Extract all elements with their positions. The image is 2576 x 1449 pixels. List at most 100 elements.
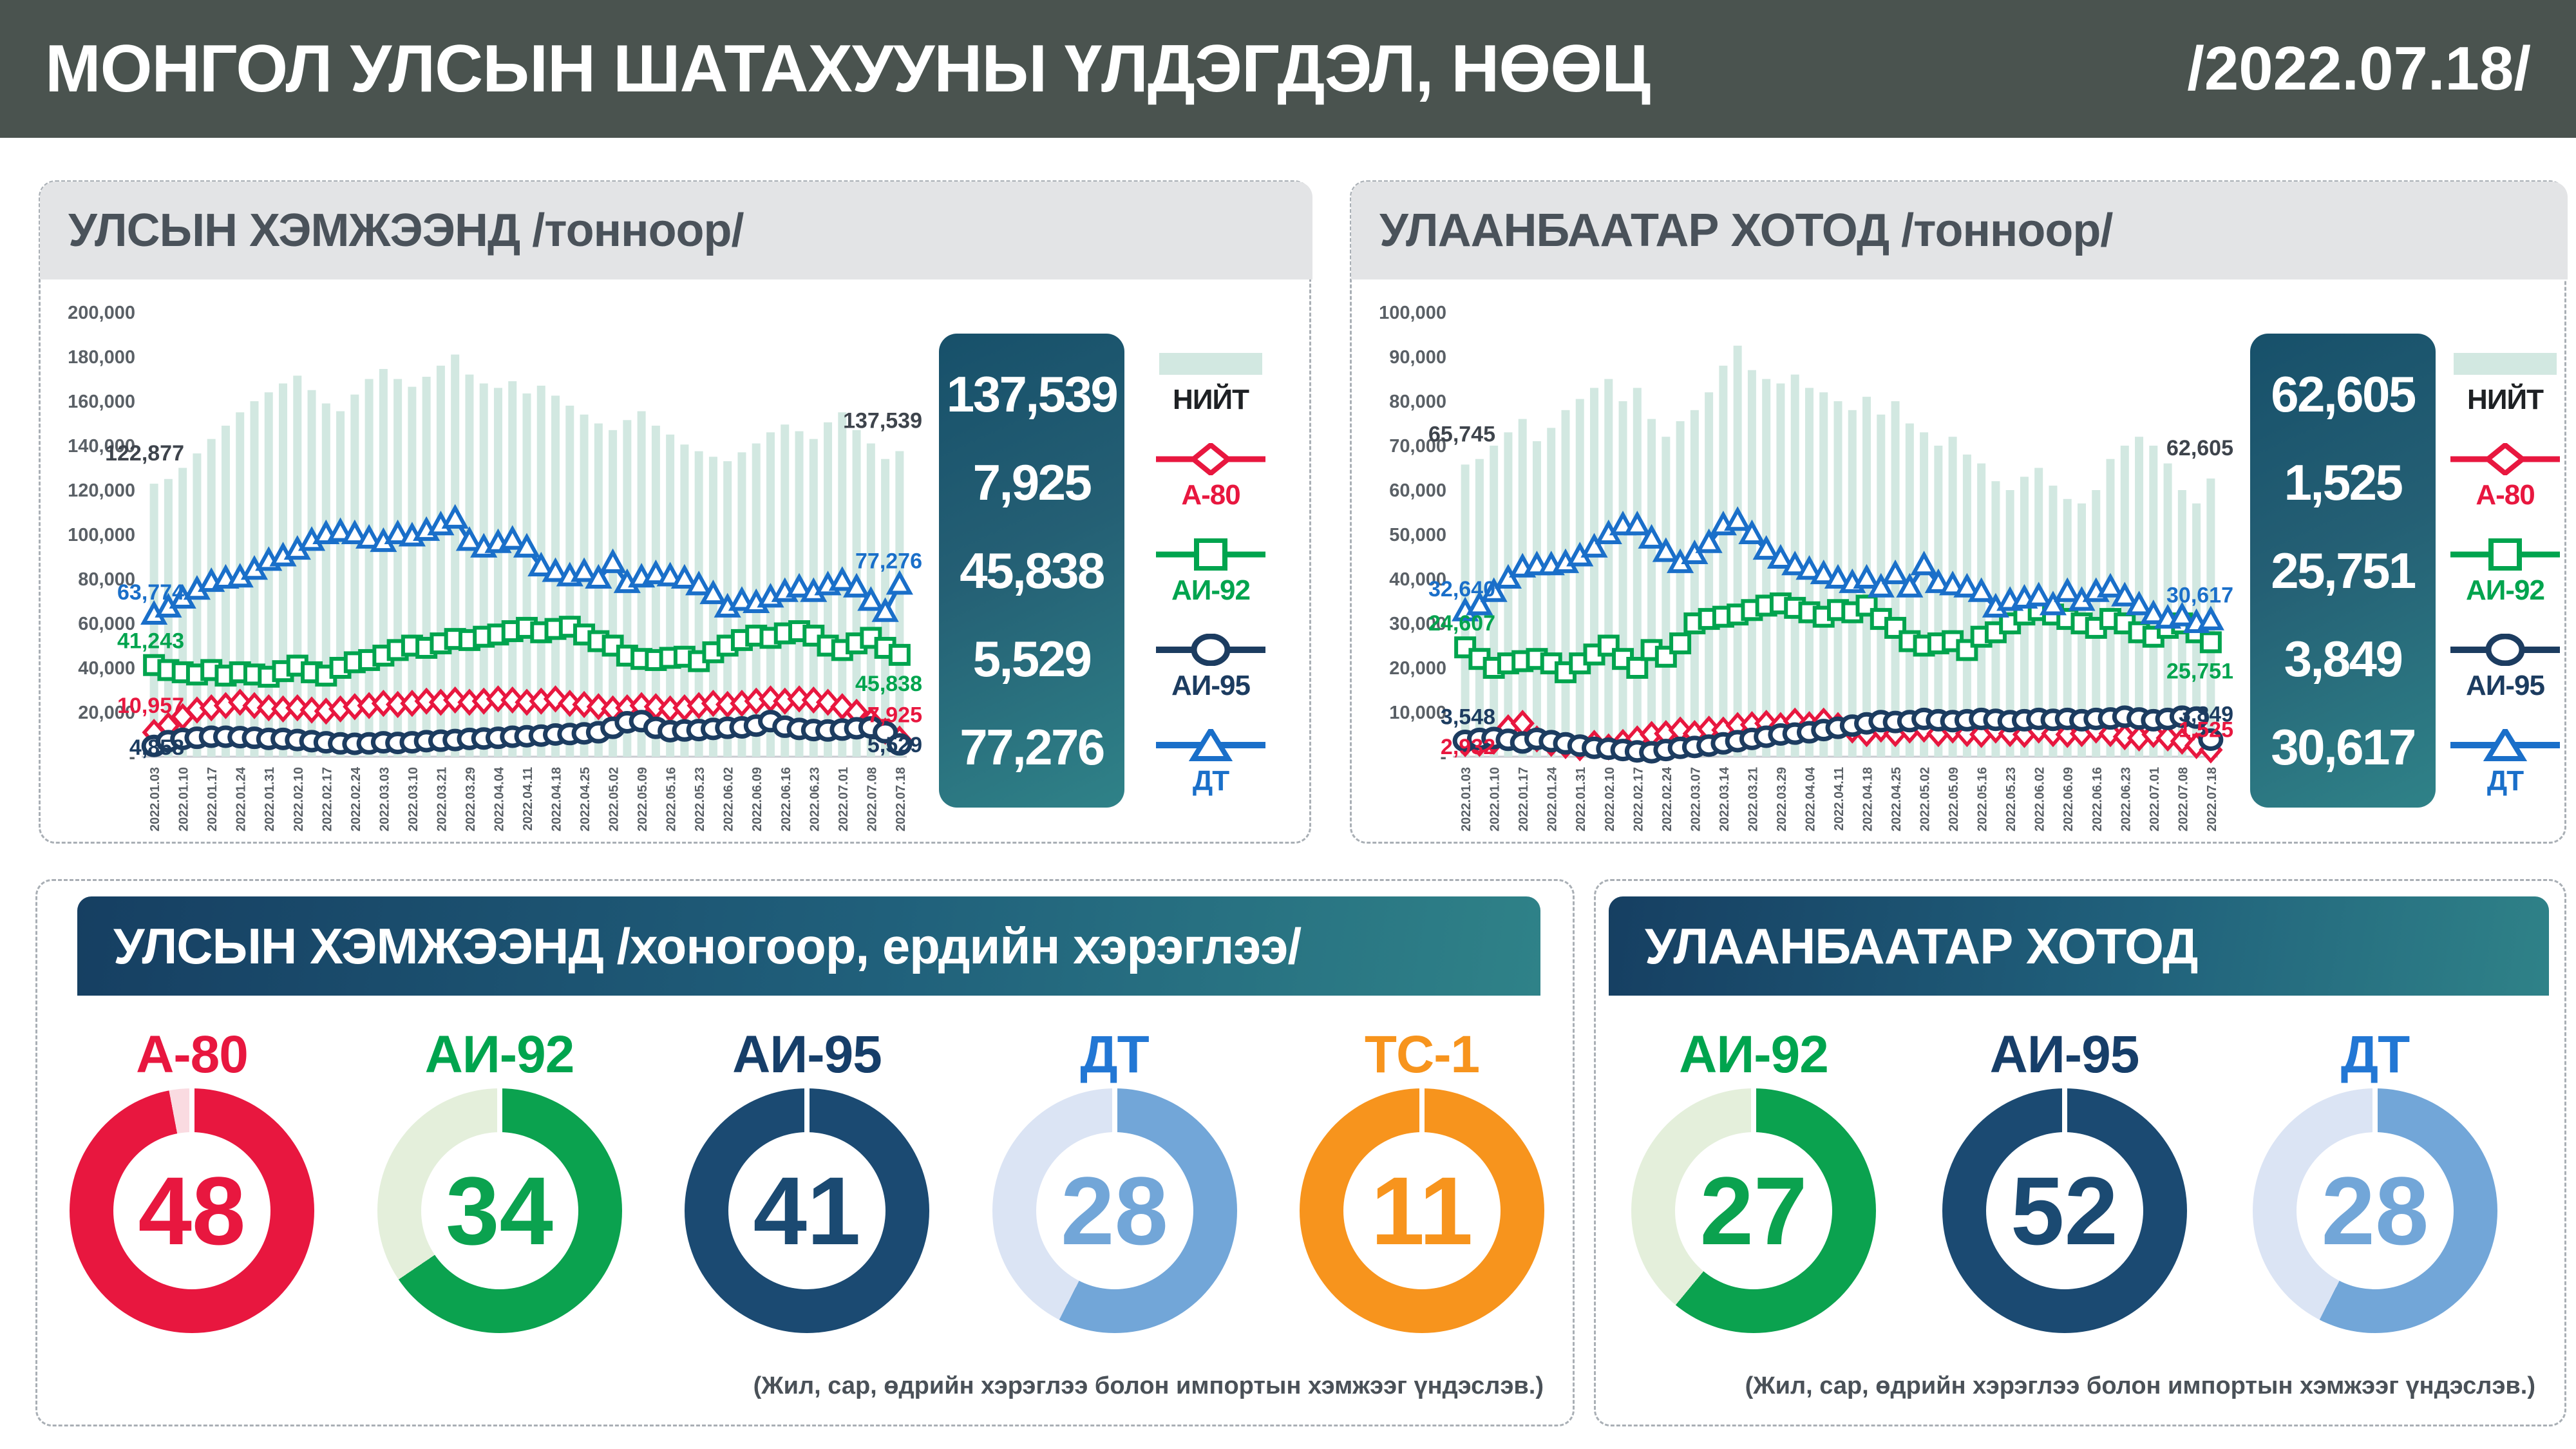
donut-ai95-ring: 52	[1942, 1088, 2187, 1333]
svg-text:2022.04.04: 2022.04.04	[492, 766, 506, 831]
national-stock-chart: 200,000 180,000 160,000 140,000 120,000 100,0…	[68, 303, 922, 831]
national-a80-value: 7,925	[972, 454, 1092, 511]
donut-divider	[1419, 1088, 1425, 1135]
svg-text:2022.01.24: 2022.01.24	[1546, 766, 1560, 831]
svg-text:2022.03.29: 2022.03.29	[464, 767, 478, 831]
donut-ai95: АИ-95 52	[1942, 1021, 2187, 1333]
ai92-square-icon	[2450, 538, 2560, 571]
svg-text:2022.07.08: 2022.07.08	[865, 767, 879, 831]
svg-text:2022.06.23: 2022.06.23	[808, 767, 822, 831]
svg-text:2022.07.18: 2022.07.18	[894, 767, 908, 831]
donut-dt-label: ДТ	[2340, 1025, 2410, 1084]
ai92-square-icon	[1156, 538, 1265, 571]
donut-tc1-ring: 11	[1300, 1088, 1544, 1333]
legend-item-a80: А-80	[1141, 443, 1280, 511]
svg-text:3,548: 3,548	[1441, 705, 1495, 730]
svg-text:-: -	[129, 747, 135, 768]
legend-label-a80: А-80	[2476, 479, 2535, 511]
donut-ai92-label: АИ-92	[1679, 1025, 1829, 1084]
svg-text:4,858: 4,858	[129, 735, 184, 760]
svg-text:5,529: 5,529	[867, 733, 922, 757]
dt-triangle-icon	[1156, 729, 1265, 761]
legend-item-ai95: АИ-95	[2447, 634, 2563, 702]
svg-text:140,000: 140,000	[68, 436, 135, 457]
svg-text:2022.05.23: 2022.05.23	[2004, 767, 2018, 831]
svg-text:2022.01.10: 2022.01.10	[177, 767, 191, 831]
svg-text:2022.04.11: 2022.04.11	[521, 767, 535, 831]
ub-ai95-value: 3,849	[2284, 630, 2403, 687]
svg-text:2022.02.10: 2022.02.10	[1603, 767, 1617, 831]
page-header: МОНГОЛ УЛСЫН ШАТАХУУНЫ ҮЛДЭГДЭЛ, НӨӨЦ /2…	[0, 0, 2576, 138]
svg-text:2022.07.01: 2022.07.01	[2148, 767, 2162, 831]
donut-dt: ДТ 28	[992, 1021, 1237, 1333]
svg-text:65,745: 65,745	[1428, 422, 1495, 446]
donut-divider	[189, 1088, 194, 1135]
svg-text:60,000: 60,000	[78, 614, 135, 634]
svg-text:2022.01.03: 2022.01.03	[148, 767, 162, 831]
svg-text:2022.06.16: 2022.06.16	[2090, 767, 2105, 831]
donut-ai92-days: 34	[446, 1157, 553, 1265]
legend-label-dt: ДТ	[1192, 765, 1229, 797]
donut-ai95-days: 41	[753, 1157, 861, 1265]
panel-ub-header: УЛААНБААТАР ХОТОД /тонноор/	[1351, 182, 2568, 279]
svg-text:25,751: 25,751	[2166, 659, 2233, 683]
donut-ai92-ring: 34	[377, 1088, 622, 1333]
svg-text:2022.06.09: 2022.06.09	[750, 767, 764, 831]
svg-text:2022.05.02: 2022.05.02	[607, 767, 621, 831]
donut-tc1-days: 11	[1370, 1157, 1473, 1265]
national-days-title: УЛСЫН ХЭМЖЭЭНД /хоногоор, ердийн хэрэглэ…	[113, 917, 1302, 974]
svg-text:2022.02.17: 2022.02.17	[320, 767, 334, 831]
svg-text:32,640: 32,640	[1428, 577, 1495, 601]
svg-text:63,774: 63,774	[117, 580, 184, 605]
svg-text:2022.06.02: 2022.06.02	[2033, 767, 2047, 831]
svg-text:2022.05.09: 2022.05.09	[1947, 767, 1961, 831]
legend-label-dt: ДТ	[2486, 765, 2524, 797]
svg-text:2022.03.14: 2022.03.14	[1718, 766, 1732, 831]
svg-text:20,000: 20,000	[78, 703, 135, 723]
national-footnote: (Жил, сар, өдрийн хэрэглээ болон импорты…	[753, 1372, 1544, 1399]
panel-national-days: УЛСЫН ХЭМЖЭЭНД /хоногоор, ердийн хэрэглэ…	[35, 879, 1575, 1426]
svg-text:24,607: 24,607	[1428, 611, 1495, 636]
legend-label-total: НИЙТ	[1173, 384, 1249, 415]
donut-dt-ring: 28	[992, 1088, 1237, 1333]
legend-item-total: НИЙТ	[2447, 348, 2563, 416]
svg-text:2022.01.03: 2022.01.03	[1459, 767, 1473, 831]
svg-text:2022.04.25: 2022.04.25	[1889, 767, 1904, 831]
ai95-circle-icon	[2450, 634, 2560, 666]
svg-text:7,925: 7,925	[867, 703, 922, 728]
donut-divider	[497, 1088, 502, 1135]
svg-text:160,000: 160,000	[68, 392, 135, 412]
svg-text:2022.02.24: 2022.02.24	[1660, 766, 1674, 831]
svg-text:2022.05.16: 2022.05.16	[1976, 767, 1990, 831]
legend-item-ai95: АИ-95	[1141, 634, 1280, 702]
svg-text:2022.01.17: 2022.01.17	[1517, 767, 1531, 831]
donut-ai92: АИ-92 27	[1631, 1021, 1876, 1333]
svg-text:2022.07.18: 2022.07.18	[2205, 767, 2219, 831]
svg-text:120,000: 120,000	[68, 480, 135, 501]
dt-triangle-icon	[2450, 729, 2560, 761]
donut-divider	[1751, 1088, 1756, 1135]
panel-national-header: УЛСЫН ХЭМЖЭЭНД /тонноор/	[40, 182, 1312, 279]
svg-text:2022.05.23: 2022.05.23	[693, 767, 707, 831]
donut-ai95-ring: 41	[685, 1088, 929, 1333]
legend-item-dt: ДТ	[2447, 729, 2563, 797]
svg-text:2022.03.10: 2022.03.10	[406, 767, 421, 831]
ub-ai92-value: 25,751	[2271, 542, 2416, 599]
ub-summary-card: 62,605 1,525 25,751 3,849 30,617	[2250, 334, 2436, 808]
svg-text:60,000: 60,000	[1389, 480, 1446, 501]
donut-divider	[2372, 1088, 2378, 1135]
panel-national-title: УЛСЫН ХЭМЖЭЭНД /тонноор/	[68, 205, 744, 256]
ub-a80-value: 1,525	[2284, 454, 2403, 511]
ub-stock-chart: 100,000 90,000 80,000 70,000 60,000 50,000 40,…	[1379, 303, 2233, 831]
legend-item-total: НИЙТ	[1141, 348, 1280, 416]
svg-text:2022.02.10: 2022.02.10	[292, 767, 306, 831]
national-summary-card: 137,539 7,925 45,838 5,529 77,276	[939, 334, 1124, 808]
national-ai92-value: 45,838	[960, 542, 1105, 599]
donut-dt-days: 28	[1061, 1157, 1168, 1265]
legend-label-total: НИЙТ	[2467, 384, 2544, 415]
national-ai95-value: 5,529	[972, 630, 1092, 687]
total-bar-icon	[2454, 353, 2557, 375]
svg-text:2022.01.24: 2022.01.24	[234, 766, 249, 831]
ub-total-value: 62,605	[2271, 366, 2416, 423]
svg-text:40,000: 40,000	[1389, 569, 1446, 590]
